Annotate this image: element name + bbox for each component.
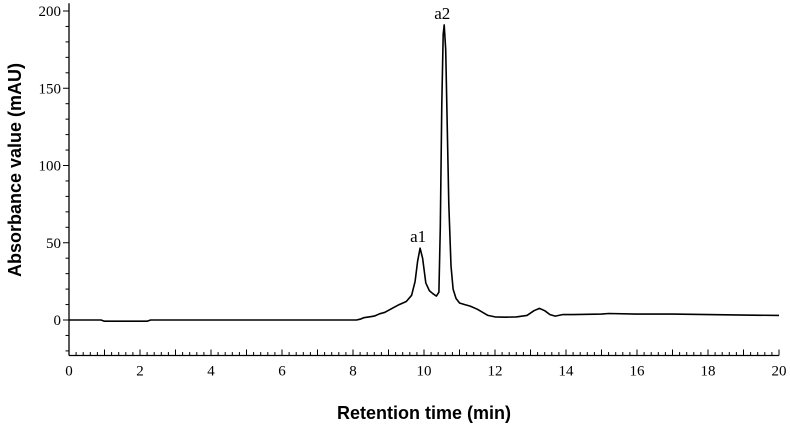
x-tick-label: 6 bbox=[278, 364, 286, 380]
y-axis-label: Absorbance value (mAU) bbox=[5, 63, 25, 277]
x-tick-label: 2 bbox=[136, 364, 144, 380]
annotations: a1 a2 bbox=[410, 4, 450, 246]
y-tick-label: 200 bbox=[39, 4, 62, 20]
x-tick-label: 16 bbox=[630, 364, 646, 380]
x-tick-label: 12 bbox=[488, 364, 503, 380]
x-tick-label: 14 bbox=[559, 364, 575, 380]
y-tick-label: 150 bbox=[39, 81, 62, 97]
x-tick-label: 4 bbox=[207, 364, 215, 380]
x-tick-label: 8 bbox=[349, 364, 357, 380]
y-tick-label: 100 bbox=[39, 159, 62, 175]
series-line-chromatogram bbox=[69, 24, 780, 322]
x-tick-label: 20 bbox=[772, 364, 787, 380]
y-tick-label: 0 bbox=[54, 313, 62, 329]
peak-label-a1: a1 bbox=[410, 227, 426, 246]
y-tick-label: 50 bbox=[46, 236, 61, 252]
x-tick-label: 10 bbox=[417, 364, 432, 380]
x-tick-label: 0 bbox=[65, 364, 73, 380]
peak-label-a2: a2 bbox=[434, 4, 450, 23]
x-tick-label: 18 bbox=[701, 364, 716, 380]
x-axis-label: Retention time (min) bbox=[337, 403, 511, 423]
